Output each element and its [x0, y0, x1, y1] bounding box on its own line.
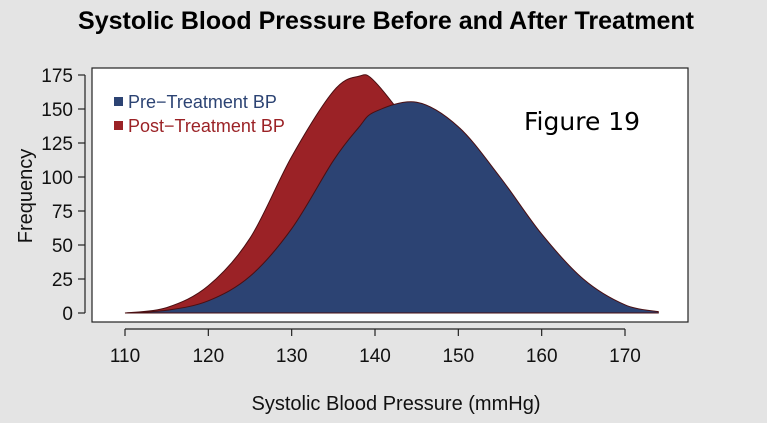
- series-layer: [124, 74, 659, 314]
- axis-layer: 110 120 130 140 150 160 170 0 25 50 75 100 125 150 175: [41, 66, 641, 367]
- figure-annotation: Figure 19: [524, 107, 640, 136]
- legend-swatch: [114, 97, 123, 106]
- x-axis-label: Systolic Blood Pressure (mmHg): [252, 393, 541, 415]
- y-tick-label: 125: [41, 134, 73, 155]
- y-tick-label: 0: [62, 304, 73, 325]
- series-area-pre-treatment: [124, 101, 659, 314]
- legend-label: Post−Treatment BP: [128, 116, 285, 136]
- x-tick-label: 150: [442, 346, 474, 367]
- y-tick-label: 75: [52, 202, 73, 223]
- x-tick-label: 110: [110, 346, 140, 367]
- y-tick-label: 175: [41, 66, 73, 87]
- x-tick-label: 130: [276, 346, 308, 367]
- legend-label: Pre−Treatment BP: [128, 92, 277, 112]
- y-tick-label: 100: [41, 168, 73, 189]
- y-axis-label: Frequency: [15, 149, 37, 244]
- legend: Pre−Treatment BP Post−Treatment BP: [114, 92, 285, 136]
- legend-swatch: [114, 121, 123, 130]
- x-tick-label: 160: [526, 346, 558, 367]
- chart-title: Systolic Blood Pressure Before and After…: [78, 7, 695, 35]
- x-tick-label: 140: [359, 346, 391, 367]
- y-tick-label: 150: [41, 100, 73, 121]
- y-tick-label: 25: [52, 270, 73, 291]
- x-tick-label: 120: [192, 346, 224, 367]
- y-tick-label: 50: [52, 236, 73, 257]
- x-tick-label: 170: [609, 346, 641, 367]
